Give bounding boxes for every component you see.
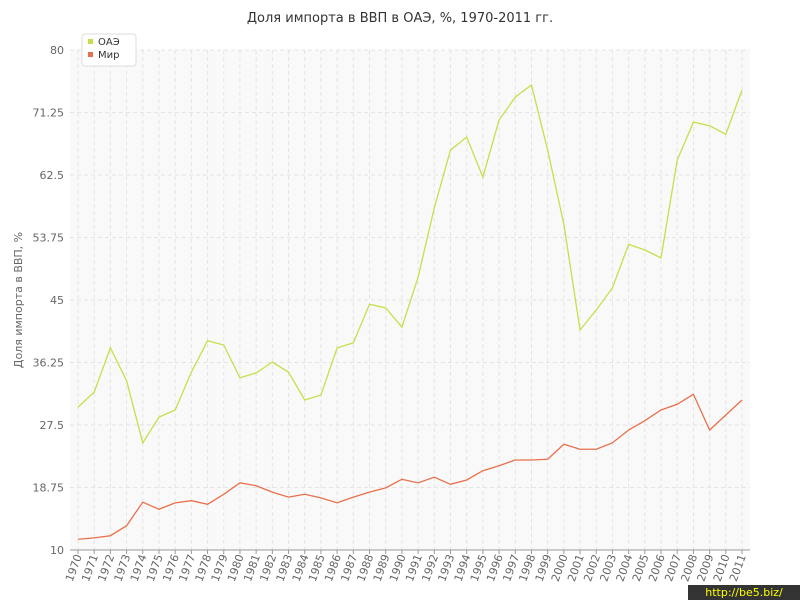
series-line bbox=[77, 393, 743, 540]
y-tick-label: 53.75 bbox=[33, 232, 65, 245]
legend-swatch bbox=[88, 52, 93, 57]
legend-box bbox=[81, 33, 137, 67]
legend-swatch bbox=[88, 39, 93, 44]
watermark-bg bbox=[688, 585, 800, 600]
legend-label: ОАЭ bbox=[98, 37, 120, 48]
watermark: http://be5.biz/ bbox=[705, 586, 783, 599]
y-tick-label: 62.5 bbox=[40, 169, 65, 182]
chart-title: Доля импорта в ВВП в ОАЭ, %, 1970-2011 г… bbox=[247, 11, 553, 26]
y-tick-label: 45 bbox=[50, 294, 64, 307]
y-tick-label: 71.25 bbox=[33, 107, 65, 120]
y-tick-label: 80 bbox=[50, 44, 64, 57]
y-tick-label: 10 bbox=[50, 544, 64, 557]
y-tick-label: 27.5 bbox=[40, 419, 65, 432]
y-axis-label: Доля импорта в ВВП, % bbox=[12, 232, 25, 368]
y-tick-label: 36.25 bbox=[33, 357, 65, 370]
series-line bbox=[77, 83, 743, 445]
y-tick-label: 18.75 bbox=[33, 482, 65, 495]
legend-label: Мир bbox=[98, 50, 119, 61]
